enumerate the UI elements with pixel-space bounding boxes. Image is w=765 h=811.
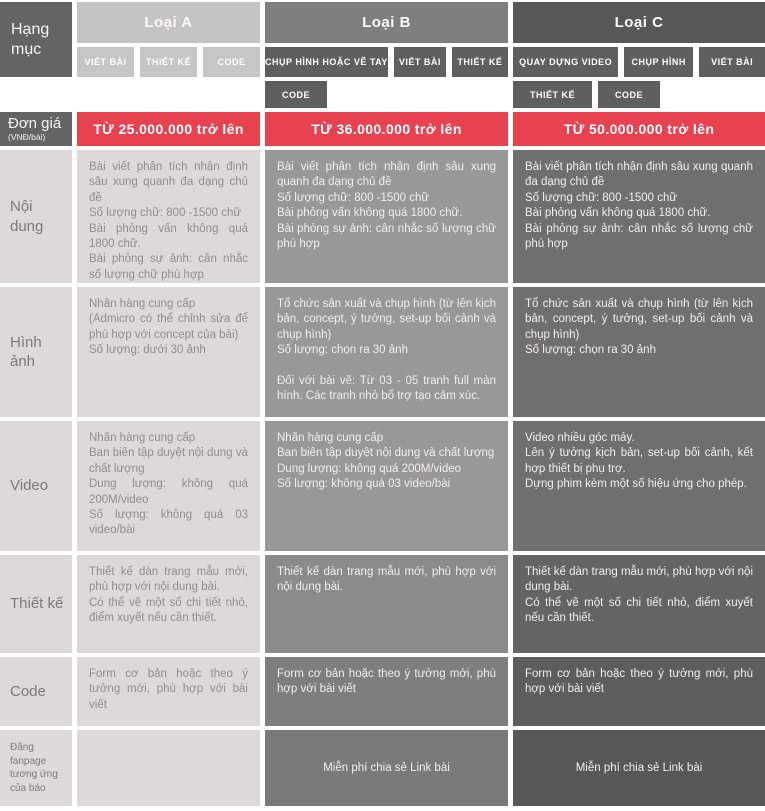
cell-thiet-ke-a: Thiết kế dàn trang mẫu mới, phù hợp với … [77, 555, 260, 653]
tag-viet-bai: VIẾT BÀI [393, 47, 446, 77]
cell-hinh-anh-b: Tổ chức sản xuất và chụp hình (từ lên kị… [265, 287, 508, 417]
cell-video-c: Video nhiều góc máy. Lên ý tưởng kịch bả… [513, 421, 765, 551]
cell-code-b: Form cơ bản hoặc theo ý tưởng mới, phù h… [265, 657, 508, 726]
loai-a-tags: VIẾT BÀI THIẾT KẾ CODE [77, 47, 260, 77]
row-label-video: Video [0, 421, 72, 551]
cell-code-c: Form cơ bản hoặc theo ý tưởng mới, phù h… [513, 657, 765, 726]
tag-code: CODE [203, 47, 260, 77]
price-value-loai-b: TỪ 36.000.000 trở lên [265, 112, 508, 146]
column-header-loai-b: Loại B [265, 2, 508, 43]
loai-b-tags-row2: CODE [265, 81, 508, 108]
column-header-loai-c: Loại C [513, 2, 765, 43]
price-value-loai-a: TỪ 25.000.000 trở lên [77, 112, 260, 146]
row-label-code: Code [0, 657, 72, 726]
cell-thiet-ke-b: Thiết kế dàn trang mẫu mới, phù hợp với … [265, 555, 508, 653]
row-label-hinh-anh: Hình ảnh [0, 287, 72, 417]
cell-hinh-anh-a: Nhãn hàng cung cấp (Admicro có thể chỉnh… [77, 287, 260, 417]
loai-b-tags: CHỤP HÌNH HOẶC VẼ TAY VIẾT BÀI THIẾT KẾ [265, 47, 508, 77]
loai-c-tags: QUAY DỰNG VIDEO CHỤP HÌNH VIẾT BÀI [513, 47, 765, 77]
cell-noi-dung-a: Bài viết phân tích nhận định sâu xung qu… [77, 150, 260, 283]
tag-code: CODE [598, 81, 661, 108]
tag-chup-hinh: CHỤP HÌNH [624, 47, 694, 77]
tag-chup-hinh-hoac-ve-tay: CHỤP HÌNH HOẶC VẼ TAY [265, 47, 388, 77]
cell-noi-dung-c: Bài viết phân tích nhận định sâu xung qu… [513, 150, 765, 283]
cell-hinh-anh-c: Tổ chức sản xuất và chụp hình (từ lên kị… [513, 287, 765, 417]
row-label-noi-dung: Nội dung [0, 150, 72, 283]
tag-viet-bai: VIẾT BÀI [699, 47, 765, 77]
cell-fanpage-a [77, 730, 260, 806]
loai-c-tags-row2: THIẾT KẾ CODE [513, 81, 765, 108]
price-row-label: Đơn giá (VNĐ/bài) [0, 112, 72, 146]
tag-thiet-ke: THIẾT KẾ [513, 81, 593, 108]
tag-quay-dung-video: QUAY DỰNG VIDEO [513, 47, 619, 77]
tag-thiet-ke: THIẾT KẾ [140, 47, 197, 77]
column-header-loai-a: Loại A [77, 2, 260, 43]
tag-viet-bai: VIẾT BÀI [77, 47, 134, 77]
row-label-dang-fanpage: Đăng fanpage tương ứng của báo [0, 730, 72, 806]
cell-fanpage-c: Miễn phí chia sẻ Link bài [513, 730, 765, 806]
row-label-thiet-ke: Thiết kế [0, 555, 72, 653]
cell-thiet-ke-c: Thiết kế dàn trang mẫu mới, phù hợp với … [513, 555, 765, 653]
corner-header-hang-muc: Hạng mục [0, 2, 72, 77]
tag-thiet-ke: THIẾT KẾ [451, 47, 508, 77]
cell-video-a: Nhãn hàng cung cấp Ban biên tập duyệt nộ… [77, 421, 260, 551]
cell-fanpage-b: Miễn phí chia sẻ Link bài [265, 730, 508, 806]
price-unit-text: (VNĐ/bài) [8, 131, 46, 142]
price-value-loai-c: TỪ 50.000.000 trở lên [513, 112, 765, 146]
tag-code: CODE [265, 81, 328, 108]
cell-noi-dung-b: Bài viết phân tích nhận định sâu xung qu… [265, 150, 508, 283]
price-label-text: Đơn giá [8, 115, 62, 133]
cell-code-a: Form cơ bản hoặc theo ý tưởng mới, phù h… [77, 657, 260, 726]
cell-video-b: Nhãn hàng cung cấp Ban biên tập duyệt nộ… [265, 421, 508, 551]
